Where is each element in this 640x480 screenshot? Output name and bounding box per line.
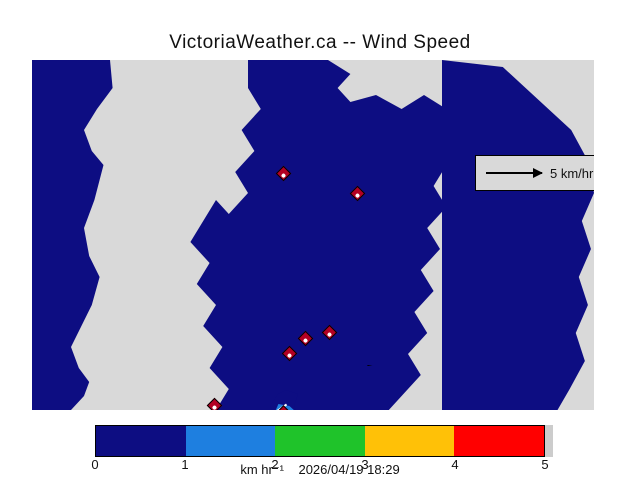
scale-arrow-icon bbox=[486, 172, 542, 174]
wind-map[interactable]: 5 km/hr bbox=[32, 60, 594, 410]
water-body-east bbox=[442, 60, 594, 410]
colorbar-segment-4-5[interactable] bbox=[454, 426, 544, 456]
wind-barb-marker[interactable] bbox=[270, 398, 296, 410]
colorbar-segment-0-1[interactable] bbox=[96, 426, 186, 456]
scale-legend-box: 5 km/hr bbox=[475, 155, 594, 191]
water-body-west bbox=[32, 60, 162, 410]
colorbar-shadow bbox=[545, 425, 553, 457]
colorbar-segment-1-2[interactable] bbox=[186, 426, 276, 456]
scale-label: 5 km/hr bbox=[550, 166, 593, 181]
wind-speed-colorbar[interactable] bbox=[95, 425, 545, 457]
page-title: VictoriaWeather.ca -- Wind Speed bbox=[0, 32, 640, 54]
colorbar-unit-label: km hr⁻¹ bbox=[240, 462, 284, 477]
colorbar-timestamp: 2026/04/19 18:29 bbox=[298, 462, 399, 477]
colorbar-segment-2-3[interactable] bbox=[275, 426, 365, 456]
colorbar-segment-3-4[interactable] bbox=[365, 426, 455, 456]
colorbar-caption: km hr⁻¹ 2026/04/19 18:29 bbox=[95, 462, 545, 478]
water-body-central bbox=[152, 60, 472, 410]
